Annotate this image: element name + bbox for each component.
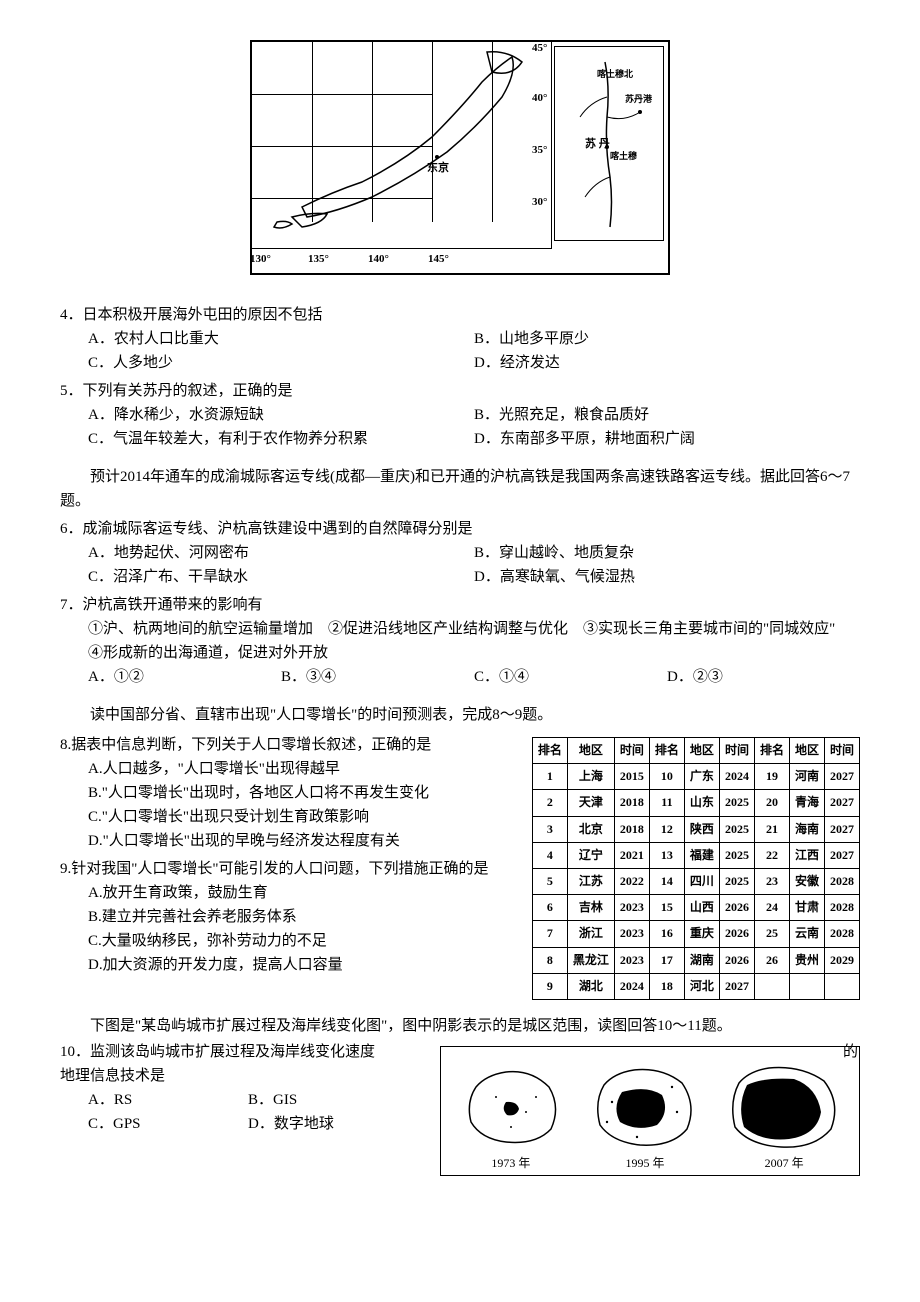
svg-text:喀土穆: 喀土穆 <box>610 150 637 161</box>
table-header: 排名 <box>532 738 567 764</box>
q8-opt-b: B."人口零增长"出现时，各地区人口将不再发生变化 <box>88 781 522 805</box>
q8-opt-d: D."人口零增长"出现的早晚与经济发达程度有关 <box>88 829 522 853</box>
q7-statements: ①沪、杭两地间的航空运输量增加 ②促进沿线地区产业结构调整与优化 ③实现长三角主… <box>88 617 860 665</box>
tokyo-label: 东京 <box>427 160 449 178</box>
q9-opt-b: B.建立并完善社会养老服务体系 <box>88 905 522 929</box>
question-7: 7．沪杭高铁开通带来的影响有 ①沪、杭两地间的航空运输量增加 ②促进沿线地区产业… <box>60 593 860 689</box>
table-header: 地区 <box>789 738 824 764</box>
q4-opt-a: A．农村人口比重大 <box>88 327 474 351</box>
question-6: 6．成渝城际客运专线、沪杭高铁建设中遇到的自然障碍分别是 A．地势起伏、河网密布… <box>60 517 860 589</box>
island-figure: 1973 年 1995 年 2007 年 <box>440 1046 860 1176</box>
table-row: 9湖北202418河北2027 <box>532 973 859 999</box>
table-header: 地区 <box>567 738 614 764</box>
q4-opt-d: D．经济发达 <box>474 351 860 375</box>
svg-text:苏丹港: 苏丹港 <box>625 93 653 104</box>
q6-opt-a: A．地势起伏、河网密布 <box>88 541 474 565</box>
para-1011: 下图是"某岛屿城市扩展过程及海岸线变化图"，图中阴影表示的是城区范围，读图回答1… <box>60 1014 860 1038</box>
question-5: 5．下列有关苏丹的叙述，正确的是 A．降水稀少，水资源短缺 B．光照充足，粮食品… <box>60 379 860 451</box>
q10-stem-b: 地理信息技术是 <box>60 1064 428 1088</box>
table-header: 时间 <box>719 738 754 764</box>
population-table: 排名地区时间排名地区时间排名地区时间 1上海201510广东202419河南20… <box>532 737 860 1000</box>
q5-opt-c: C．气温年较差大，有利于农作物养分积累 <box>88 427 474 451</box>
q10-opt-d: D．数字地球 <box>248 1112 408 1136</box>
q9-opt-d: D.加大资源的开发力度，提高人口容量 <box>88 953 522 977</box>
japan-sudan-map: 东京 喀土穆北 苏丹港 苏 丹 喀土穆 130° 135° 140° 145° … <box>60 40 860 283</box>
island-year-1: 1973 年 <box>491 1156 530 1170</box>
para-67: 预计2014年通车的成渝城际客运专线(成都—重庆)和已开通的沪杭高铁是我国两条高… <box>60 465 860 513</box>
table-row: 3北京201812陕西202521海南2027 <box>532 816 859 842</box>
q10-stem: 10．监测该岛屿城市扩展过程及海岸线变化速度 的 <box>60 1040 428 1064</box>
table-row: 5江苏202214四川202523安徽2028 <box>532 868 859 894</box>
q4-opt-c: C．人多地少 <box>88 351 474 375</box>
table-row: 2天津201811山东202520青海2027 <box>532 790 859 816</box>
table-row: 7浙江202316重庆202625云南2028 <box>532 921 859 947</box>
q7-opt-a: A．①② <box>88 665 281 689</box>
table-header: 地区 <box>684 738 719 764</box>
para-89: 读中国部分省、直辖市出现"人口零增长"的时间预测表，完成8～9题。 <box>60 703 860 727</box>
table-header: 时间 <box>824 738 859 764</box>
island-year-2: 1995 年 <box>625 1156 664 1170</box>
table-header: 排名 <box>754 738 789 764</box>
table-row: 6吉林202315山西202624甘肃2028 <box>532 895 859 921</box>
q9-stem: 9.针对我国"人口零增长"可能引发的人口问题，下列措施正确的是 <box>60 857 522 881</box>
svg-text:苏 丹: 苏 丹 <box>585 136 610 150</box>
q5-opt-d: D．东南部多平原，耕地面积广阔 <box>474 427 860 451</box>
q10-opt-b: B．GIS <box>248 1088 408 1112</box>
q7-opt-c: C．①④ <box>474 665 667 689</box>
q8-opt-c: C."人口零增长"出现只受计划生育政策影响 <box>88 805 522 829</box>
question-8: 8.据表中信息判断，下列关于人口零增长叙述，正确的是 A.人口越多，"人口零增长… <box>60 733 522 853</box>
q6-stem: 6．成渝城际客运专线、沪杭高铁建设中遇到的自然障碍分别是 <box>60 517 860 541</box>
q7-stem: 7．沪杭高铁开通带来的影响有 <box>60 593 860 617</box>
q6-opt-c: C．沼泽广布、干旱缺水 <box>88 565 474 589</box>
table-row: 8黑龙江202317湖南202626贵州2029 <box>532 947 859 973</box>
q9-opt-a: A.放开生育政策，鼓励生育 <box>88 881 522 905</box>
island-year-3: 2007 年 <box>765 1156 804 1170</box>
table-row: 1上海201510广东202419河南2027 <box>532 764 859 790</box>
q7-opt-d: D．②③ <box>667 665 860 689</box>
q5-opt-b: B．光照充足，粮食品质好 <box>474 403 860 427</box>
q8-opt-a: A.人口越多，"人口零增长"出现得越早 <box>88 757 522 781</box>
q6-opt-b: B．穿山越岭、地质复杂 <box>474 541 860 565</box>
svg-text:喀土穆北: 喀土穆北 <box>597 68 633 79</box>
q8-stem: 8.据表中信息判断，下列关于人口零增长叙述，正确的是 <box>60 733 522 757</box>
q5-stem: 5．下列有关苏丹的叙述，正确的是 <box>60 379 860 403</box>
q9-opt-c: C.大量吸纳移民，弥补劳动力的不足 <box>88 929 522 953</box>
q4-stem: 4．日本积极开展海外屯田的原因不包括 <box>60 303 860 327</box>
table-row: 4辽宁202113福建202522江西2027 <box>532 842 859 868</box>
q7-opt-b: B．③④ <box>281 665 474 689</box>
q10-opt-c: C．GPS <box>88 1112 248 1136</box>
table-header: 排名 <box>649 738 684 764</box>
q6-opt-d: D．高寒缺氧、气候湿热 <box>474 565 860 589</box>
table-header: 时间 <box>614 738 649 764</box>
question-4: 4．日本积极开展海外屯田的原因不包括 A．农村人口比重大 B．山地多平原少 C．… <box>60 303 860 375</box>
question-9: 9.针对我国"人口零增长"可能引发的人口问题，下列措施正确的是 A.放开生育政策… <box>60 857 522 977</box>
q10-opt-a: A．RS <box>88 1088 248 1112</box>
q4-opt-b: B．山地多平原少 <box>474 327 860 351</box>
q5-opt-a: A．降水稀少，水资源短缺 <box>88 403 474 427</box>
